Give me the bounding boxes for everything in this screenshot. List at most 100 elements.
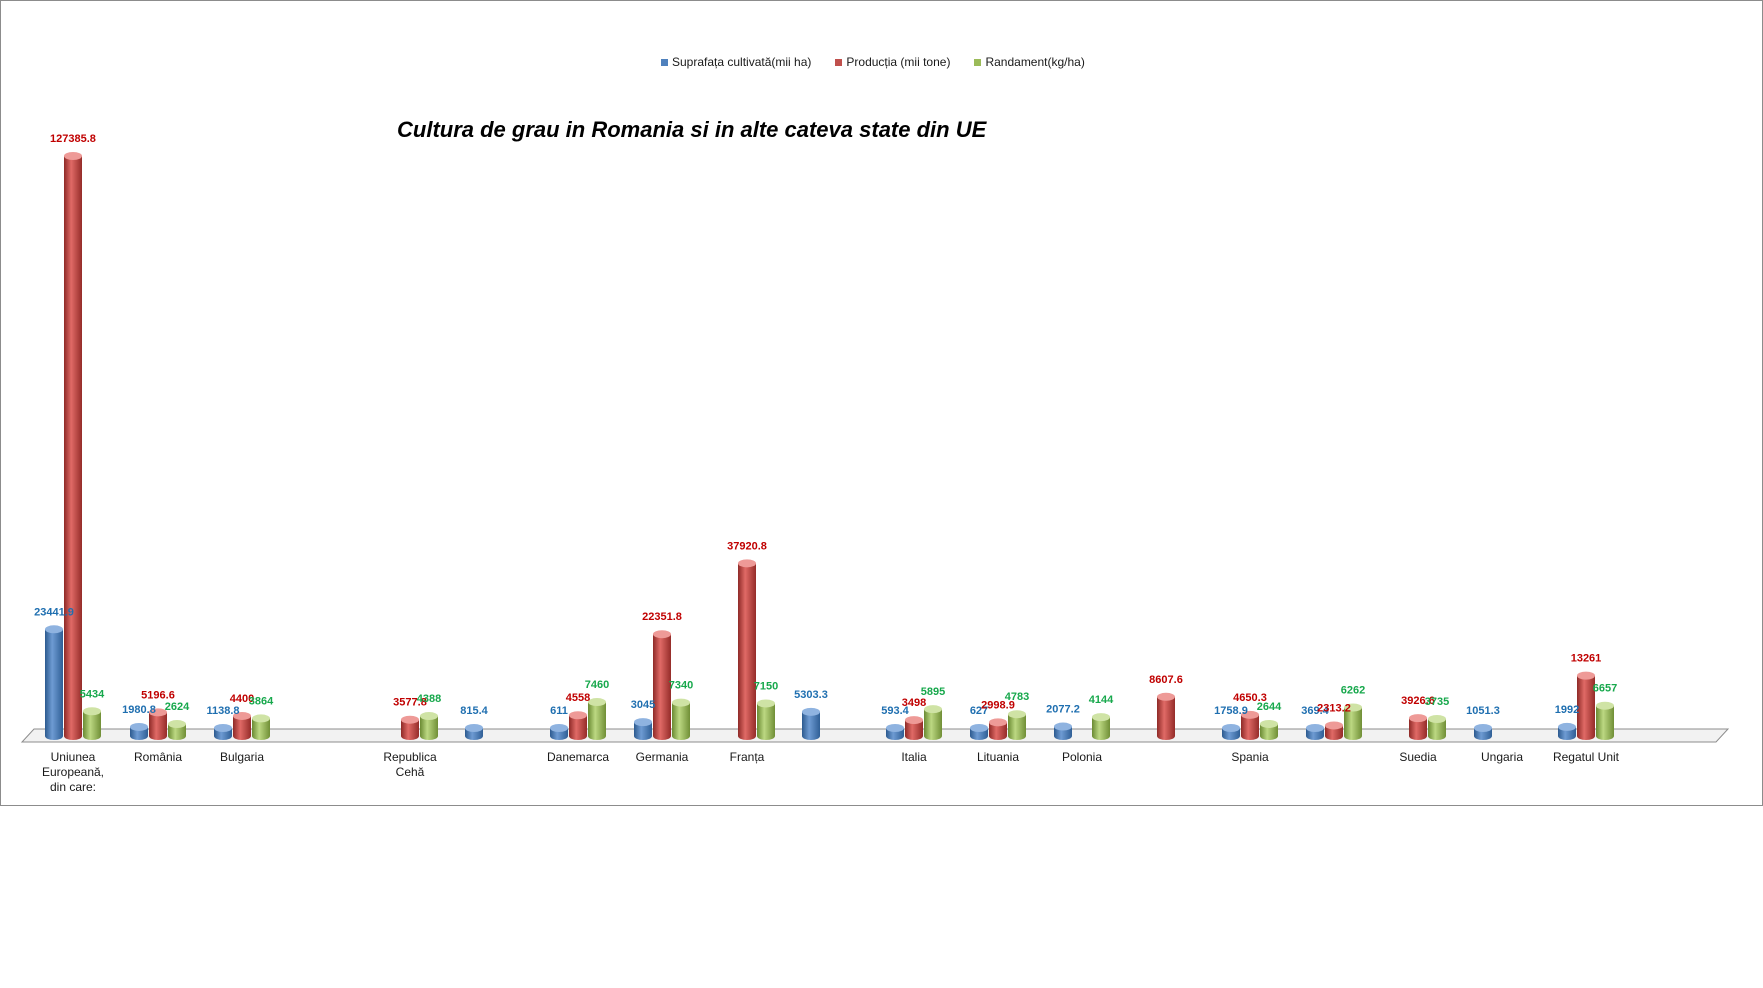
bar-top-suprafata — [802, 707, 820, 716]
category-labels-group: Uniunea Europeană, din care: România Bulgari… — [42, 750, 1620, 794]
bar-top-productia — [569, 711, 587, 720]
bar-base-suprafata — [970, 732, 988, 740]
value-label-suprafata: 1051.3 — [1466, 705, 1500, 717]
bar-body-productia — [905, 720, 923, 736]
bar-base-suprafata — [802, 732, 820, 740]
bar-top-productia — [1409, 714, 1427, 723]
bar-productia — [1325, 721, 1343, 740]
value-label-productia: 37920.8 — [727, 540, 767, 552]
bar-randament — [1344, 703, 1362, 740]
chart-area: Suprafața cultivată(mii ha) Producția (m… — [0, 0, 1763, 806]
bar-base-productia — [1409, 732, 1427, 740]
bar-randament — [1428, 714, 1446, 740]
bar-productia — [1157, 692, 1175, 740]
bar-base-productia — [1157, 732, 1175, 740]
bar-base-randament — [1092, 732, 1110, 740]
bar-productia — [905, 716, 923, 740]
bar-body-productia — [233, 715, 251, 736]
value-label-productia: 8607.6 — [1149, 674, 1183, 686]
value-label-randament: 7460 — [585, 679, 609, 691]
value-label-suprafata: 1980.8 — [122, 704, 156, 716]
bar-suprafata — [214, 724, 232, 740]
bar-productia — [1241, 710, 1259, 740]
bar-top-suprafata — [634, 718, 652, 727]
value-label-productia: 2313.2 — [1317, 702, 1351, 714]
bar-base-suprafata — [1558, 732, 1576, 740]
bar-base-randament — [1344, 732, 1362, 740]
value-label-productia: 4558 — [566, 692, 590, 704]
legend-swatch-randament — [974, 58, 982, 66]
bar-top-randament — [83, 707, 101, 716]
bar-body-suprafata — [1558, 726, 1576, 736]
bar-top-suprafata — [1222, 723, 1240, 732]
bar-productia — [989, 718, 1007, 740]
bar-base-randament — [588, 732, 606, 740]
value-labels-group: 23441.9 1980.8 1138.8 815.4 611 3045 5303.3 593… — [34, 133, 1617, 717]
value-label-suprafata: 611 — [550, 705, 568, 717]
bar-top-productia — [989, 718, 1007, 727]
bar-randament — [588, 698, 606, 740]
bar-randament — [252, 714, 270, 740]
value-label-randament: 3735 — [1425, 696, 1449, 708]
bar-top-randament — [757, 699, 775, 708]
value-label-suprafata: 1138.8 — [206, 705, 239, 717]
bar-top-suprafata — [550, 724, 568, 732]
bar-top-randament — [1596, 701, 1614, 710]
bar-body-productia — [1577, 675, 1595, 736]
value-label-randament: 7150 — [754, 680, 778, 692]
bar-top-randament — [1344, 703, 1362, 712]
bar-top-productia — [1241, 710, 1259, 719]
bar-base-productia — [1241, 732, 1259, 740]
category-label: Regatul Unit — [1553, 750, 1620, 764]
bar-body-randament — [83, 711, 101, 736]
bar-suprafata — [1054, 722, 1072, 740]
bar-base-suprafata — [1306, 732, 1324, 740]
bar-base-productia — [738, 732, 756, 740]
bar-productia — [149, 708, 167, 740]
bar-base-randament — [1008, 732, 1026, 740]
bar-base-randament — [924, 732, 942, 740]
legend-label-randament: Randament(kg/ha) — [985, 55, 1085, 69]
category-label: Italia — [901, 750, 927, 764]
value-label-productia: 5196.6 — [141, 689, 175, 701]
bar-productia — [233, 711, 251, 740]
value-label-suprafata: 5303.3 — [794, 689, 828, 701]
value-label-productia: 4650.3 — [1233, 692, 1267, 704]
bar-top-suprafata — [886, 724, 904, 732]
bar-randament — [83, 707, 101, 740]
bar-productia — [738, 559, 756, 740]
bar-top-productia — [233, 711, 251, 720]
category-label: Germania — [636, 750, 689, 764]
value-label-randament: 3864 — [249, 695, 274, 707]
bar-productia — [653, 630, 671, 740]
bar-suprafata — [1474, 724, 1492, 740]
bar-top-randament — [588, 698, 606, 707]
bar-body-productia — [64, 156, 82, 736]
chart-legend: Suprafața cultivată(mii ha) Producția (m… — [661, 53, 1109, 71]
bar-top-randament — [1260, 719, 1278, 728]
bar-body-productia — [1241, 714, 1259, 736]
category-label: România — [134, 750, 182, 764]
value-label-suprafata: 627 — [970, 705, 988, 717]
bar-productia — [1409, 714, 1427, 740]
bar-top-randament — [168, 720, 186, 729]
bar-top-suprafata — [214, 724, 232, 732]
legend-entry-randament: Randament(kg/ha) — [974, 55, 1085, 69]
bar-body-randament — [420, 716, 438, 736]
bar-body-randament — [1092, 717, 1110, 736]
bar-body-productia — [149, 712, 167, 736]
bar-productia — [401, 715, 419, 740]
value-label-suprafata: 369.4 — [1301, 705, 1329, 717]
bar-base-randament — [672, 732, 690, 740]
bar-body-productia — [1325, 725, 1343, 736]
category-label: Polonia — [1062, 750, 1102, 764]
bar-body-suprafata — [1054, 726, 1072, 736]
bar-base-suprafata — [214, 732, 232, 740]
value-label-suprafata: 1992 — [1555, 704, 1579, 716]
bar-base-productia — [1325, 732, 1343, 740]
chart-plot: 23441.9 1980.8 1138.8 815.4 611 3045 5303.3 593… — [20, 133, 1730, 794]
bar-top-randament — [1092, 713, 1110, 722]
bar-base-productia — [1577, 732, 1595, 740]
bar-suprafata — [802, 707, 820, 740]
floor-plane — [20, 728, 1730, 743]
